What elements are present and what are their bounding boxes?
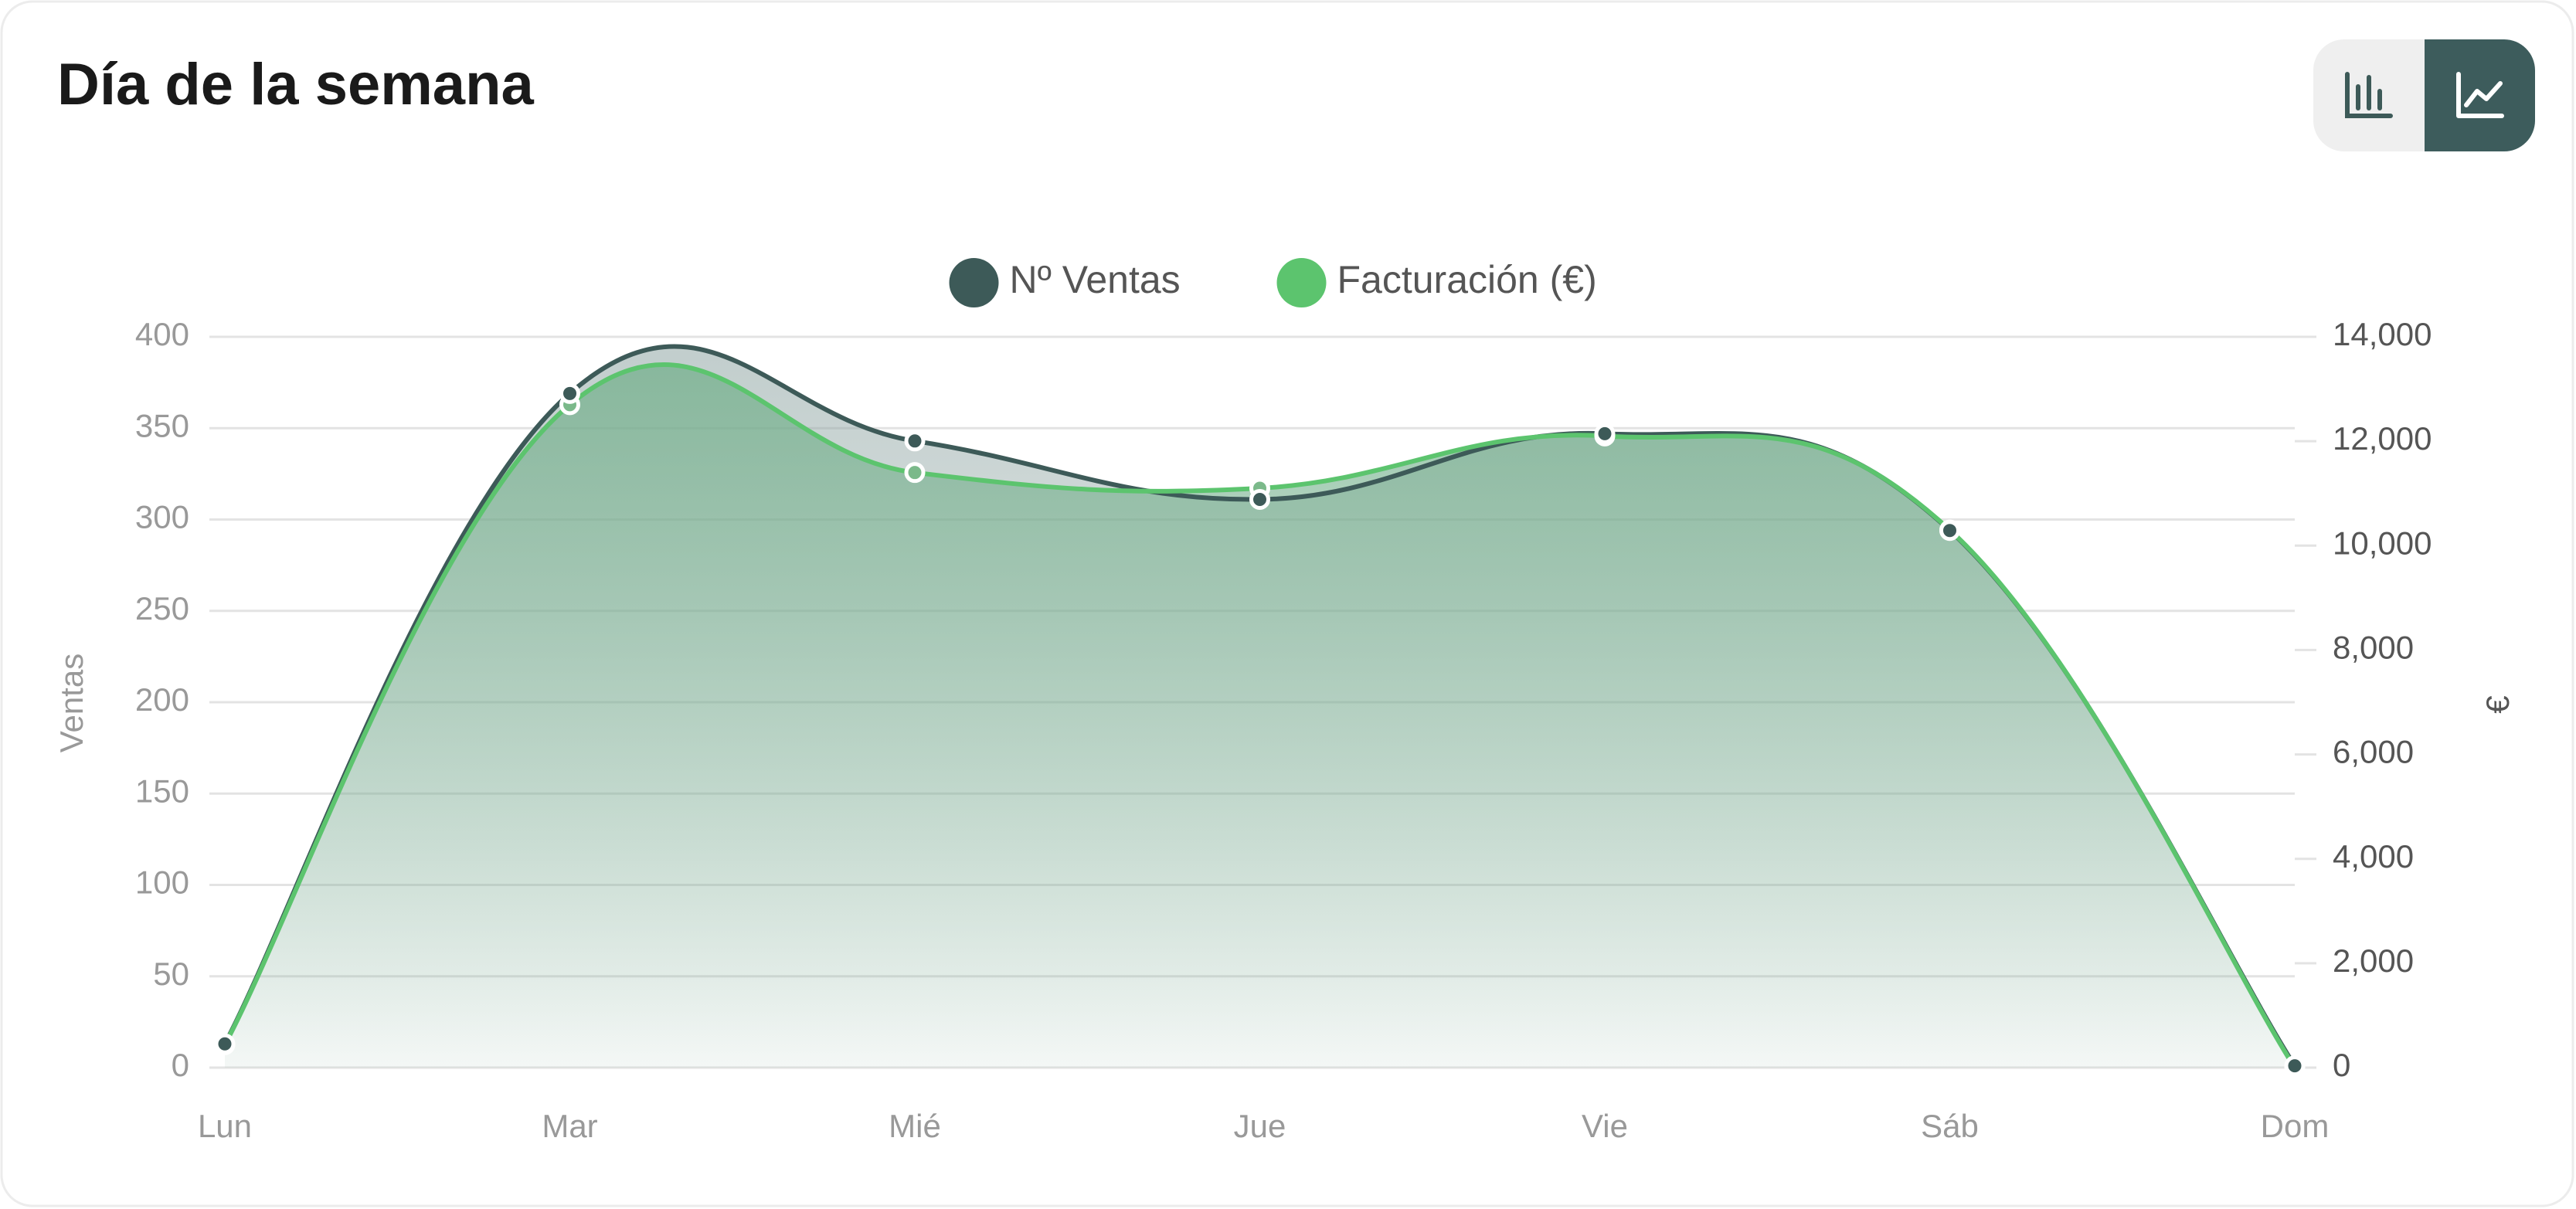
y2-axis-title: €: [2479, 695, 2516, 713]
y-tick-label: 400: [135, 316, 189, 352]
data-point: [214, 1033, 236, 1054]
x-tick-label: Dom: [2261, 1108, 2330, 1144]
x-tick-label: Mié: [889, 1108, 941, 1144]
bar-chart-button[interactable]: [2313, 39, 2425, 151]
legend-label: Nº Ventas: [1010, 258, 1181, 301]
y-tick-label: 150: [135, 773, 189, 809]
y2-tick-label: 2,000: [2333, 942, 2414, 979]
x-tick-label: Vie: [1582, 1108, 1628, 1144]
series-line: [223, 362, 2297, 1069]
y2-tick-label: 6,000: [2333, 734, 2414, 770]
series-area: [225, 365, 2295, 1068]
y2-tick-label: 4,000: [2333, 838, 2414, 874]
y2-tick-label: 8,000: [2333, 630, 2414, 666]
y-tick-label: 200: [135, 681, 189, 718]
data-point: [1594, 423, 1616, 444]
line-chart-button[interactable]: [2425, 39, 2535, 151]
data-point: [2284, 1055, 2306, 1077]
y-axis-title: Ventas: [53, 654, 90, 752]
data-point: [1249, 488, 1270, 510]
plot-area: 0 50 100 150 200 250 300 350 400 0 2,000 4,000 6,000…: [135, 316, 2432, 1144]
chart-title: Día de la semana: [57, 52, 534, 117]
y2-tick-label: 10,000: [2333, 525, 2432, 561]
data-point: [904, 462, 926, 484]
y-tick-label: 250: [135, 590, 189, 627]
data-point: [904, 430, 926, 452]
x-tick-label: Jue: [1234, 1108, 1286, 1144]
legend: Nº Ventas Facturación (€): [949, 258, 1597, 307]
y-tick-label: 350: [135, 407, 189, 443]
legend-label: Facturación (€): [1337, 258, 1597, 301]
x-tick-label: Sáb: [1921, 1108, 1979, 1144]
x-tick-label: Mar: [542, 1108, 597, 1144]
y2-tick-label: 14,000: [2333, 316, 2432, 352]
y-tick-label: 50: [153, 956, 189, 992]
y2-tick-label: 12,000: [2333, 420, 2432, 457]
y-tick-label: 100: [135, 864, 189, 901]
legend-marker: [1276, 258, 1327, 307]
x-tick-label: Lun: [198, 1108, 252, 1144]
chart-type-toggle: [2313, 39, 2535, 151]
y-tick-label: 0: [172, 1047, 189, 1083]
data-point: [1939, 520, 1960, 542]
data-point: [559, 382, 580, 404]
legend-marker: [949, 258, 999, 307]
y-tick-label: 300: [135, 499, 189, 535]
y2-tick-label: 0: [2333, 1047, 2350, 1083]
